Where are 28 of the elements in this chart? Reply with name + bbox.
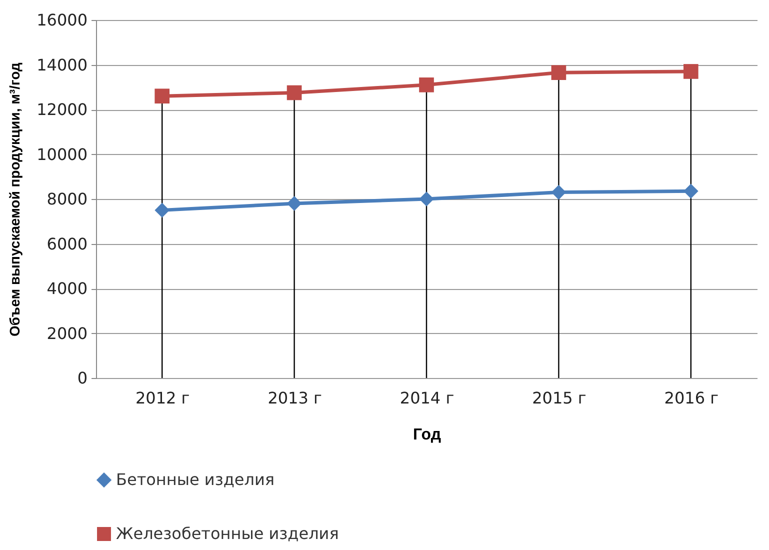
point [154, 202, 170, 218]
legend-label: Железобетонные изделия [116, 524, 339, 543]
y-tick-label: 6000 [46, 234, 88, 254]
x-axis-title: Год [413, 426, 441, 444]
y-tick-label: 2000 [46, 324, 88, 343]
point [551, 184, 566, 200]
point [154, 88, 170, 104]
point [683, 64, 698, 79]
y-tick-label: 14000 [36, 55, 88, 74]
x-tick-label: 2015 г [532, 388, 586, 408]
point [286, 85, 302, 100]
y-tick-label: 0 [77, 368, 88, 388]
x-tick-label: 2013 г [268, 388, 322, 408]
point [683, 184, 698, 199]
y-tick-label: 10000 [36, 144, 88, 164]
y-tick-label: 4000 [46, 279, 88, 298]
point [419, 77, 434, 92]
y-tick-label: 8000 [46, 190, 88, 208]
legend-label: Бетонные изделия [116, 470, 274, 489]
x-tick-label: 2012 г [135, 388, 190, 408]
point [286, 196, 302, 211]
point [419, 192, 434, 206]
y-tick-label: 12000 [36, 100, 88, 119]
point [551, 65, 566, 80]
x-tick-label: 2014 г [400, 388, 454, 408]
y-tick-label: 16000 [36, 10, 88, 30]
y-axis-title: Объем выпускаемой продукции, м³/год [6, 62, 23, 336]
x-tick-label: 2016 г [664, 388, 719, 408]
